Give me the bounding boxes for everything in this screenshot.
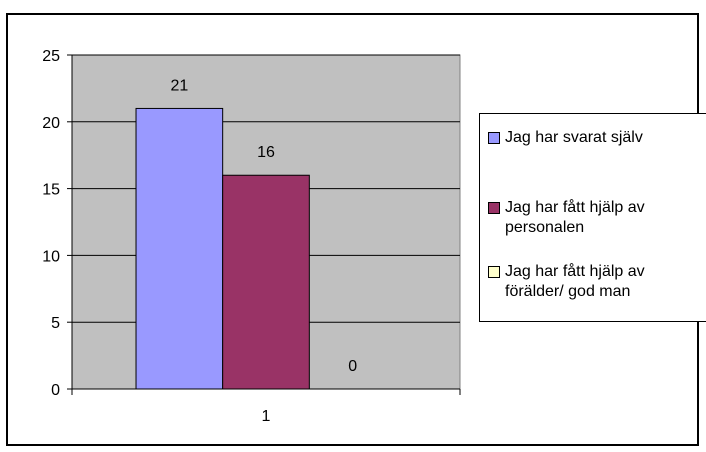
legend-swatch <box>488 132 500 144</box>
legend-label: Jag har fått hjälp av personalen <box>505 199 645 236</box>
x-tick-label: 1 <box>262 408 271 425</box>
bar <box>135 107 224 390</box>
legend-swatch <box>488 266 500 278</box>
y-tick-label: 20 <box>42 115 60 132</box>
legend-item: Jag har fått hjälp av personalen <box>488 198 703 238</box>
y-tick-labels: 0 5 10 15 20 25 <box>42 48 60 399</box>
data-label: 0 <box>348 358 357 375</box>
y-tick-label: 25 <box>42 48 60 65</box>
data-labels: 21 16 0 <box>170 77 357 375</box>
bars <box>135 107 310 390</box>
legend-label: Jag har fått hjälp av förälder/ god man <box>505 263 645 300</box>
data-label: 21 <box>170 77 188 94</box>
legend-label: Jag har svarat själv <box>505 129 643 146</box>
y-tick-label: 0 <box>51 382 60 399</box>
axes <box>67 54 461 395</box>
y-tick-label: 5 <box>51 315 60 332</box>
legend: Jag har svarat själv Jag har fått hjälp a… <box>479 113 706 322</box>
bar <box>222 174 310 390</box>
y-tick-label: 10 <box>42 248 60 265</box>
data-label: 16 <box>257 144 275 161</box>
legend-item: Jag har fått hjälp av förälder/ god man <box>488 262 703 302</box>
x-tick-labels: 1 <box>262 408 271 425</box>
y-tick-label: 15 <box>42 182 60 199</box>
legend-item: Jag har svarat själv <box>488 128 703 148</box>
legend-swatch <box>488 202 500 214</box>
